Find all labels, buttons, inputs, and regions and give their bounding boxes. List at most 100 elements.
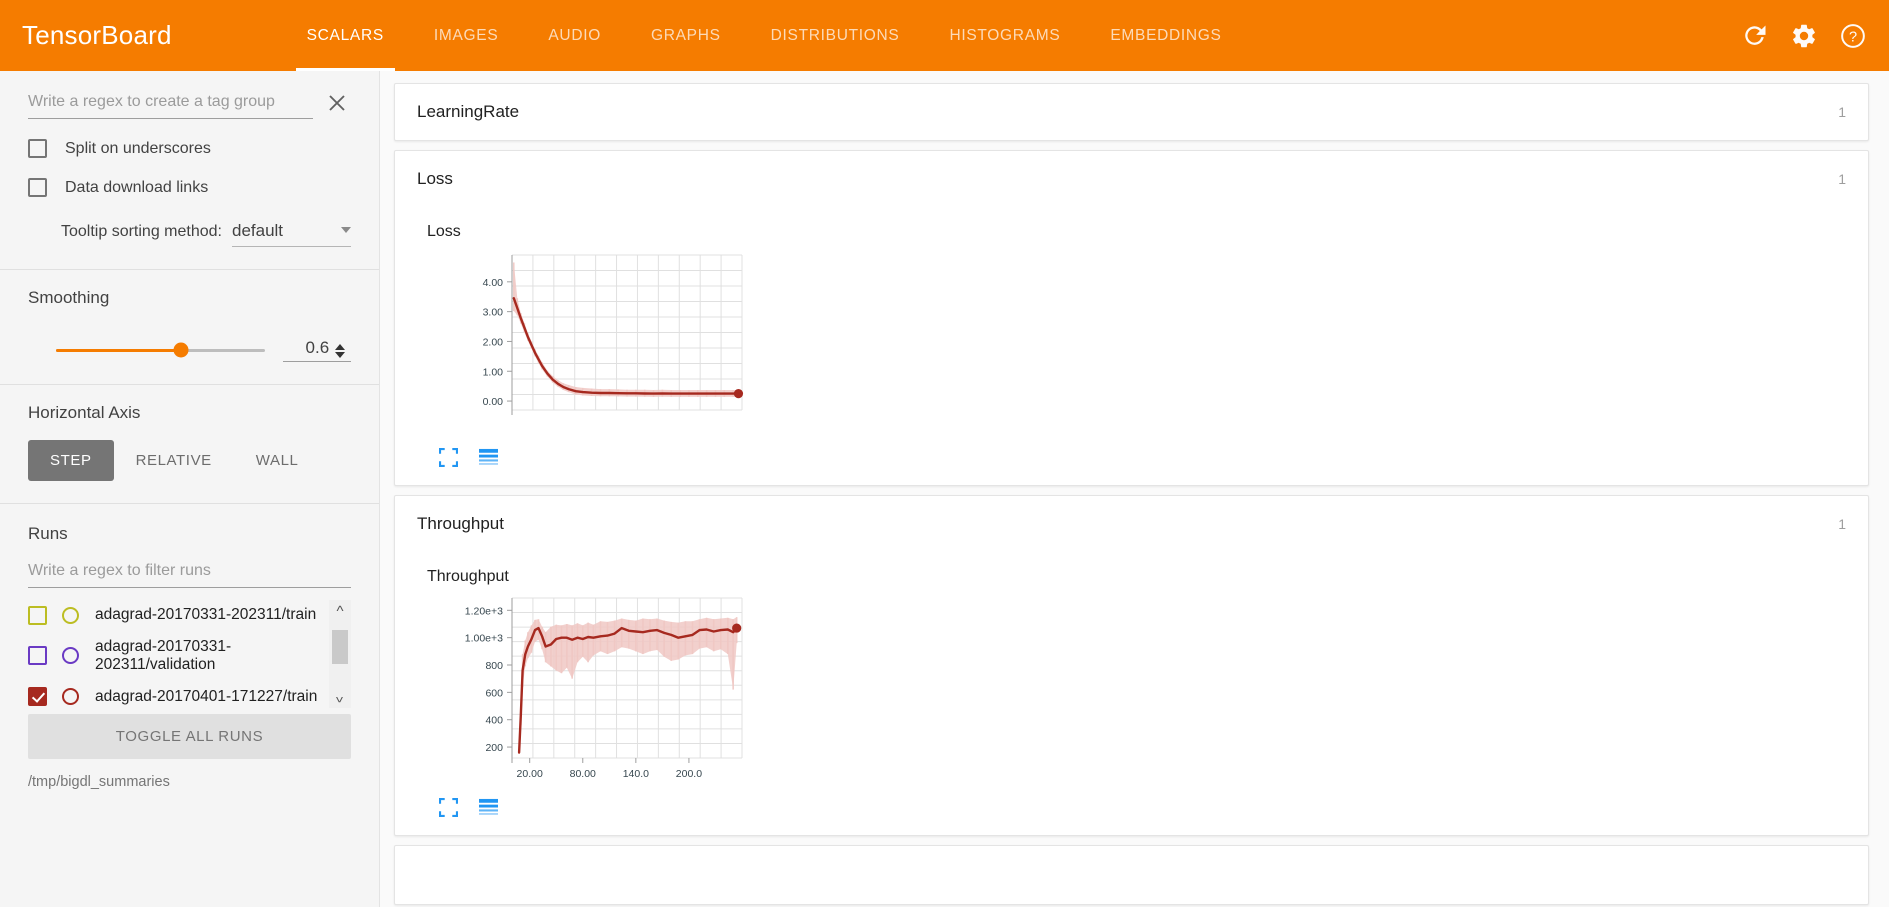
tab-histograms[interactable]: HISTOGRAMS [924, 0, 1085, 71]
split-on-underscores-checkbox[interactable] [28, 139, 47, 158]
tooltip-sorting-select[interactable]: default [231, 221, 351, 247]
tab-label: AUDIO [548, 26, 601, 44]
horizontal-axis-section: Horizontal Axis STEP RELATIVE WALL [0, 385, 379, 503]
tab-graphs[interactable]: GRAPHS [626, 0, 746, 71]
tab-distributions[interactable]: DISTRIBUTIONS [746, 0, 925, 71]
card-learningrate: LearningRate 1 [394, 83, 1869, 141]
tab-label: EMBEDDINGS [1110, 26, 1222, 44]
main-nav-tabs: SCALARS IMAGES AUDIO GRAPHS DISTRIBUTION… [282, 0, 1247, 71]
chart-controls-throughput [439, 798, 1846, 817]
card-count: 1 [1838, 171, 1846, 187]
svg-text:?: ? [1849, 29, 1857, 45]
svg-text:80.00: 80.00 [570, 768, 596, 780]
expand-chart-icon[interactable] [439, 798, 458, 817]
smoothing-value-box[interactable] [283, 338, 351, 362]
divider [0, 384, 379, 385]
smoothing-section: Smoothing [0, 270, 379, 384]
svg-text:1.00e+3: 1.00e+3 [465, 633, 503, 645]
data-table-icon[interactable] [478, 798, 499, 817]
run-name: adagrad-20170331-202311/validation [95, 638, 232, 673]
card-loss: Loss 1 Loss 0.00 1.00 2.00 3.00 4.00 [394, 150, 1869, 486]
card-header[interactable]: LearningRate 1 [395, 84, 1868, 140]
smoothing-value-input[interactable] [283, 338, 330, 358]
card-body: Loss 0.00 1.00 2.00 3.00 4.00 [395, 207, 1868, 485]
card-title: Throughput [417, 514, 504, 533]
smoothing-stepper[interactable] [335, 344, 346, 358]
run-item[interactable]: adagrad-20170401-171227/train [28, 682, 325, 708]
axis-button-relative[interactable]: RELATIVE [114, 440, 234, 481]
top-app-bar: TensorBoard SCALARS IMAGES AUDIO GRAPHS … [0, 0, 1889, 71]
axis-button-wall[interactable]: WALL [234, 440, 321, 481]
data-table-icon[interactable] [478, 448, 499, 467]
logdir-path: /tmp/bigdl_summaries [28, 774, 170, 790]
run-checkbox[interactable] [28, 605, 47, 625]
smoothing-heading: Smoothing [28, 288, 110, 307]
card-title: LearningRate [417, 102, 520, 121]
runs-scrollbar[interactable]: ^ ^ [329, 600, 351, 708]
chart-throughput[interactable]: 200 400 600 800 1.00e+3 1.20e+3 20.00 80.00 140.… [417, 590, 1846, 790]
tab-label: DISTRIBUTIONS [770, 26, 900, 44]
horizontal-axis-heading: Horizontal Axis [28, 403, 141, 422]
axis-button-step[interactable]: STEP [28, 440, 114, 481]
run-item[interactable]: adagrad-20170331-202311/validation [28, 638, 325, 674]
svg-text:800: 800 [485, 660, 503, 672]
tab-label: HISTOGRAMS [949, 26, 1061, 44]
svg-text:1.00: 1.00 [483, 366, 504, 378]
split-on-underscores-row[interactable]: Split on underscores [28, 139, 351, 158]
toggle-all-runs-button[interactable]: TOGGLE ALL RUNS [28, 714, 351, 759]
tag-filter-section: Split on underscores Data download links… [0, 71, 379, 269]
data-download-links-checkbox[interactable] [28, 178, 47, 197]
svg-text:4.00: 4.00 [483, 277, 504, 289]
stepper-down-icon[interactable] [335, 352, 346, 358]
chart-loss[interactable]: 0.00 1.00 2.00 3.00 4.00 [417, 245, 1846, 440]
runs-list: adagrad-20170331-202311/train adagrad-20… [28, 600, 351, 708]
card-header[interactable]: Loss 1 [395, 151, 1868, 207]
smoothing-slider-knob[interactable] [173, 342, 189, 358]
app-brand: TensorBoard [22, 20, 172, 50]
tab-scalars[interactable]: SCALARS [282, 0, 409, 71]
tab-embeddings[interactable]: EMBEDDINGS [1085, 0, 1246, 71]
tag-regex-input[interactable] [28, 89, 313, 119]
axis-button-label: WALL [255, 452, 299, 469]
smoothing-slider[interactable] [56, 342, 266, 358]
chart-title-throughput: Throughput [427, 568, 509, 585]
scrollbar-thumb[interactable] [332, 630, 348, 664]
runs-heading: Runs [28, 524, 68, 543]
card-title: Loss [417, 169, 453, 188]
throughput-plot-svg[interactable]: 200 400 600 800 1.00e+3 1.20e+3 20.00 80.00 140.… [417, 590, 757, 785]
run-checkbox[interactable] [28, 687, 47, 707]
scroll-up-icon[interactable]: ^ [336, 603, 344, 620]
tab-label: GRAPHS [650, 26, 721, 44]
main-content: LearningRate 1 Loss 1 Loss 0.00 1.00 2.00 3… [380, 71, 1889, 907]
smoothing-slider-fill [56, 348, 182, 352]
chevron-down-icon [341, 227, 351, 233]
tab-images[interactable]: IMAGES [409, 0, 524, 71]
close-icon[interactable] [323, 89, 351, 117]
svg-text:200: 200 [485, 742, 503, 754]
run-checkbox[interactable] [28, 646, 47, 666]
data-download-links-row[interactable]: Data download links [28, 178, 351, 197]
card-next-partial [394, 845, 1869, 905]
divider [0, 503, 379, 504]
gear-icon[interactable] [1790, 22, 1818, 50]
loss-plot-svg[interactable]: 0.00 1.00 2.00 3.00 4.00 [417, 245, 757, 435]
run-color-dot [62, 647, 79, 665]
chart-controls-loss [439, 448, 1846, 467]
run-name: adagrad-20170331-202311/train [95, 606, 317, 624]
tooltip-sorting-label: Tooltip sorting method: [61, 223, 222, 240]
runs-filter-input[interactable] [28, 558, 351, 588]
expand-chart-icon[interactable] [439, 448, 458, 467]
stepper-up-icon[interactable] [335, 344, 346, 350]
chart-title-loss: Loss [427, 223, 461, 240]
runs-section: Runs adagrad-20170331-202311/train adagr… [0, 504, 379, 812]
run-item[interactable]: adagrad-20170331-202311/train [28, 600, 325, 630]
horizontal-axis-buttons: STEP RELATIVE WALL [28, 440, 351, 481]
left-sidebar: Split on underscores Data download links… [0, 71, 380, 907]
card-header[interactable]: Throughput 1 [395, 496, 1868, 552]
svg-text:3.00: 3.00 [483, 307, 504, 319]
tab-audio[interactable]: AUDIO [523, 0, 626, 71]
help-icon[interactable]: ? [1839, 22, 1867, 50]
scroll-down-icon[interactable]: ^ [336, 688, 344, 705]
refresh-icon[interactable] [1741, 22, 1769, 50]
data-download-links-label: Data download links [65, 178, 209, 196]
